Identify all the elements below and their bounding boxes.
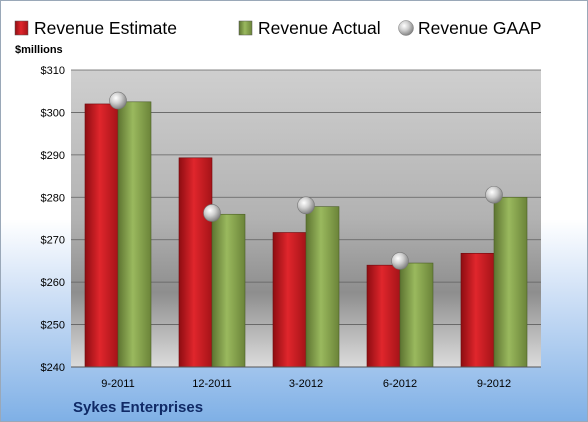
bars bbox=[84, 101, 528, 368]
y-tick-label: $270 bbox=[41, 235, 65, 247]
revenue-estimate-bar bbox=[178, 157, 213, 368]
y-tick-label: $280 bbox=[41, 192, 65, 204]
y-tick-label: $310 bbox=[41, 65, 65, 77]
revenue-estimate-bar bbox=[84, 103, 119, 368]
revenue-gaap-marker bbox=[203, 204, 221, 222]
legend-revenue-estimate-label: Revenue Estimate bbox=[34, 18, 177, 38]
y-tick-label: $290 bbox=[41, 150, 65, 162]
y-tick-label: $260 bbox=[41, 277, 65, 289]
x-tick-label: 9-2012 bbox=[477, 378, 511, 390]
legend-revenue-actual-swatch bbox=[238, 20, 253, 36]
revenue-estimate-bar bbox=[366, 264, 401, 368]
revenue-actual-bar bbox=[399, 262, 434, 368]
company-name: Sykes Enterprises bbox=[73, 399, 204, 416]
axes: $240 $250 $260 $270 $280 $290 $300 $310 $million… bbox=[15, 44, 541, 390]
revenue-gaap-marker bbox=[485, 185, 503, 204]
revenue-actual-bar bbox=[305, 206, 340, 368]
legend-revenue-actual-label: Revenue Actual bbox=[258, 18, 381, 38]
y-axis-label: $millions bbox=[15, 44, 63, 56]
x-tick-label: 3-2012 bbox=[289, 378, 323, 390]
legend-revenue-gaap-swatch bbox=[398, 20, 414, 36]
y-tick-label: $250 bbox=[41, 320, 65, 332]
legend-revenue-estimate-swatch bbox=[14, 20, 29, 36]
x-tick-label: 9-2011 bbox=[101, 378, 134, 390]
revenue-actual-bar bbox=[117, 101, 152, 368]
revenue-actual-bar bbox=[493, 196, 528, 368]
legend-revenue-gaap-label: Revenue GAAP bbox=[418, 18, 542, 38]
legend: Revenue Estimate Revenue Actual Revenue GA… bbox=[14, 18, 542, 38]
revenue-actual-bar bbox=[211, 213, 246, 368]
revenue-gaap-marker bbox=[109, 91, 127, 110]
revenue-estimate-bar bbox=[272, 232, 307, 368]
x-tick-label: 6-2012 bbox=[383, 378, 417, 390]
revenue-gaap-marker bbox=[391, 252, 409, 270]
y-tick-label: $240 bbox=[41, 362, 65, 374]
gaap-markers bbox=[109, 91, 503, 270]
x-tick-label: 12-2011 bbox=[192, 378, 232, 390]
y-tick-label: $300 bbox=[41, 107, 65, 119]
revenue-gaap-marker bbox=[297, 196, 315, 215]
revenue-estimate-bar bbox=[460, 252, 495, 368]
